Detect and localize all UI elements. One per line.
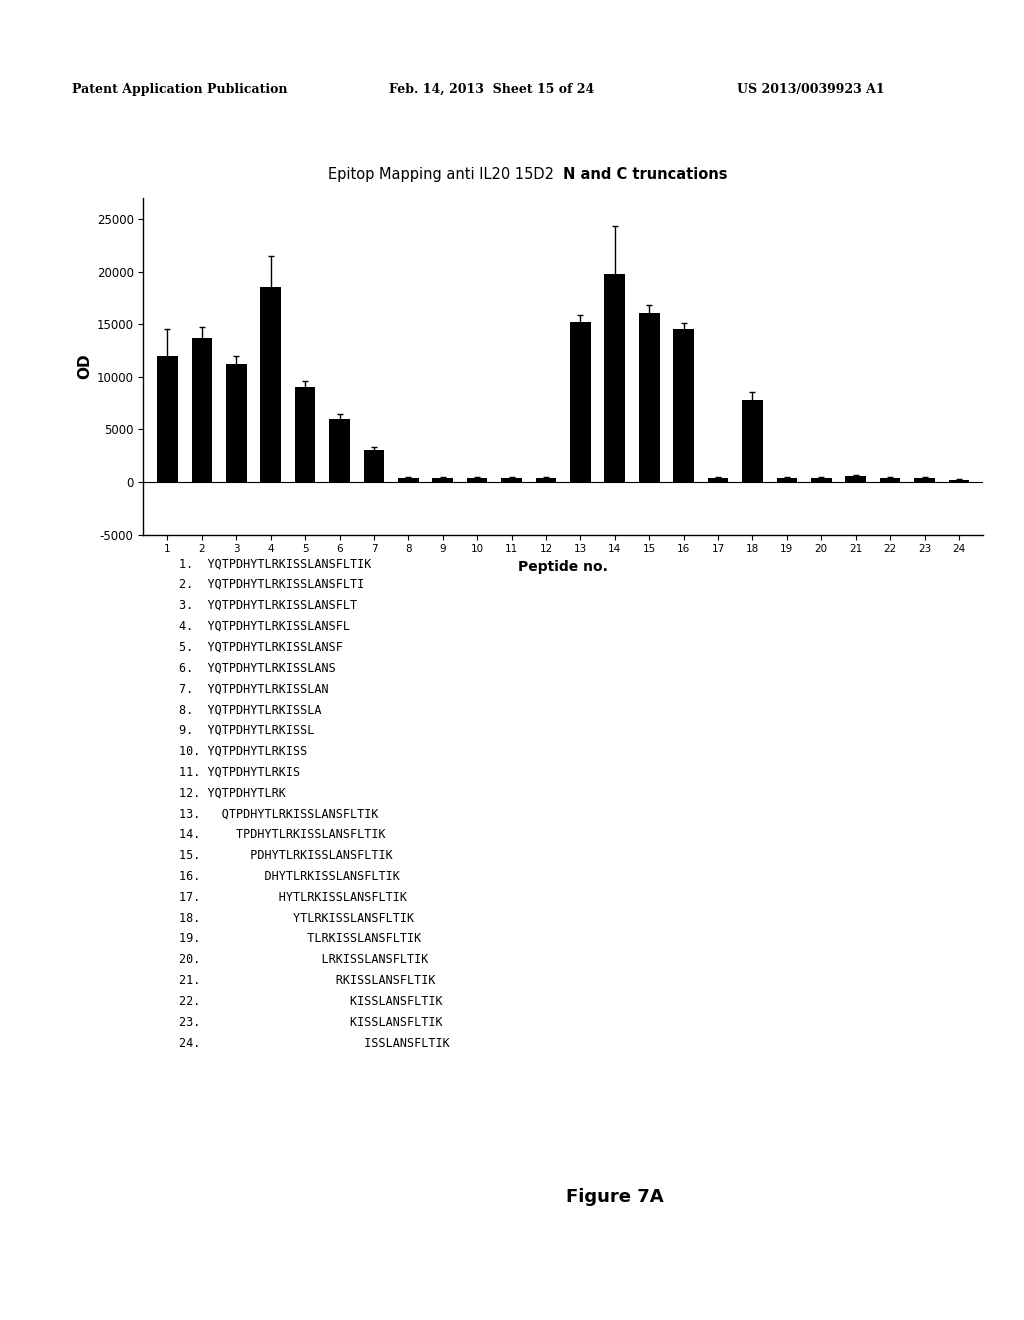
Bar: [948, 480, 970, 482]
Text: 15.       PDHYTLRKISSLANSFLTIK: 15. PDHYTLRKISSLANSFLTIK: [179, 849, 393, 862]
Text: 4.  YQTPDHYTLRKISSLANSFL: 4. YQTPDHYTLRKISSLANSFL: [179, 619, 350, 632]
Bar: [364, 450, 384, 482]
Bar: [398, 478, 419, 482]
Text: 19.               TLRKISSLANSFLTIK: 19. TLRKISSLANSFLTIK: [179, 932, 422, 945]
Bar: [846, 475, 866, 482]
Text: 5.  YQTPDHYTLRKISSLANSF: 5. YQTPDHYTLRKISSLANSF: [179, 640, 343, 653]
Text: 14.     TPDHYTLRKISSLANSFLTIK: 14. TPDHYTLRKISSLANSFLTIK: [179, 828, 386, 841]
Text: 8.  YQTPDHYTLRKISSLA: 8. YQTPDHYTLRKISSLA: [179, 704, 322, 715]
Text: Figure 7A: Figure 7A: [565, 1188, 664, 1206]
Bar: [295, 387, 315, 482]
Text: 13.   QTPDHYTLRKISSLANSFLTIK: 13. QTPDHYTLRKISSLANSFLTIK: [179, 808, 379, 820]
Text: 7.  YQTPDHYTLRKISSLAN: 7. YQTPDHYTLRKISSLAN: [179, 682, 329, 696]
Text: 22.                     KISSLANSFLTIK: 22. KISSLANSFLTIK: [179, 995, 442, 1008]
Bar: [157, 356, 178, 482]
X-axis label: Peptide no.: Peptide no.: [518, 560, 608, 574]
Text: 2.  YQTPDHYTLRKISSLANSFLTI: 2. YQTPDHYTLRKISSLANSFLTI: [179, 578, 365, 591]
Bar: [914, 478, 935, 482]
Bar: [604, 273, 625, 482]
Y-axis label: OD: OD: [78, 354, 92, 379]
Text: Feb. 14, 2013  Sheet 15 of 24: Feb. 14, 2013 Sheet 15 of 24: [389, 83, 594, 96]
Text: 21.                   RKISSLANSFLTIK: 21. RKISSLANSFLTIK: [179, 974, 435, 987]
Text: 6.  YQTPDHYTLRKISSLANS: 6. YQTPDHYTLRKISSLANS: [179, 661, 336, 675]
Bar: [674, 330, 694, 482]
Text: 20.                 LRKISSLANSFLTIK: 20. LRKISSLANSFLTIK: [179, 953, 429, 966]
Bar: [742, 400, 763, 482]
Text: 12. YQTPDHYTLRK: 12. YQTPDHYTLRK: [179, 787, 286, 800]
Text: 3.  YQTPDHYTLRKISSLANSFLT: 3. YQTPDHYTLRKISSLANSFLT: [179, 599, 357, 611]
Bar: [570, 322, 591, 482]
Bar: [502, 478, 522, 482]
Bar: [191, 338, 212, 482]
Text: Epitop Mapping anti IL20 15D2: Epitop Mapping anti IL20 15D2: [328, 168, 563, 182]
Bar: [639, 313, 659, 482]
Text: 9.  YQTPDHYTLRKISSL: 9. YQTPDHYTLRKISSL: [179, 723, 314, 737]
Bar: [708, 478, 728, 482]
Bar: [260, 288, 281, 482]
Bar: [536, 478, 556, 482]
Text: US 2013/0039923 A1: US 2013/0039923 A1: [737, 83, 885, 96]
Text: 1.  YQTPDHYTLRKISSLANSFLTIK: 1. YQTPDHYTLRKISSLANSFLTIK: [179, 557, 372, 570]
Bar: [776, 478, 798, 482]
Bar: [226, 364, 247, 482]
Text: 11. YQTPDHYTLRKIS: 11. YQTPDHYTLRKIS: [179, 766, 300, 779]
Bar: [811, 478, 831, 482]
Text: 23.                     KISSLANSFLTIK: 23. KISSLANSFLTIK: [179, 1016, 442, 1028]
Text: Patent Application Publication: Patent Application Publication: [72, 83, 287, 96]
Text: 17.           HYTLRKISSLANSFLTIK: 17. HYTLRKISSLANSFLTIK: [179, 891, 408, 904]
Text: N and C truncations: N and C truncations: [563, 168, 728, 182]
Text: 16.         DHYTLRKISSLANSFLTIK: 16. DHYTLRKISSLANSFLTIK: [179, 870, 400, 883]
Bar: [432, 478, 453, 482]
Bar: [329, 418, 350, 482]
Text: 18.             YTLRKISSLANSFLTIK: 18. YTLRKISSLANSFLTIK: [179, 912, 415, 924]
Text: 24.                       ISSLANSFLTIK: 24. ISSLANSFLTIK: [179, 1036, 450, 1049]
Bar: [880, 478, 900, 482]
Bar: [467, 478, 487, 482]
Text: 10. YQTPDHYTLRKISS: 10. YQTPDHYTLRKISS: [179, 744, 307, 758]
